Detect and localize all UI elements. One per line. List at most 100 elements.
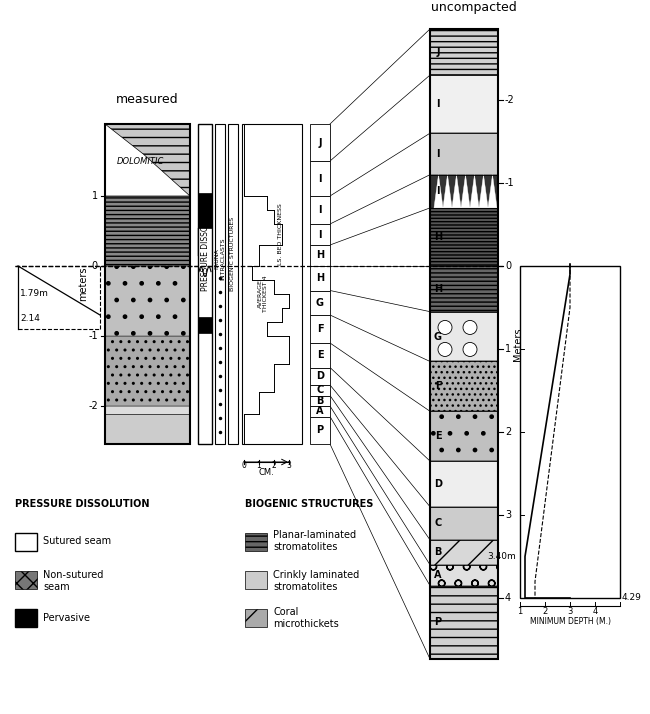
Text: B: B xyxy=(317,396,324,406)
Text: Planar-laminated
stromatolites: Planar-laminated stromatolites xyxy=(273,531,356,552)
Bar xyxy=(310,396,330,406)
Circle shape xyxy=(438,343,452,356)
Bar xyxy=(228,124,238,444)
Bar xyxy=(15,609,37,627)
Text: E: E xyxy=(317,351,323,361)
Text: E: E xyxy=(435,431,441,441)
Bar xyxy=(105,124,190,196)
Bar xyxy=(430,208,498,266)
Text: BIOGENIC STRUCTURES: BIOGENIC STRUCTURES xyxy=(231,217,235,291)
Text: J: J xyxy=(318,138,322,148)
Text: I: I xyxy=(436,186,440,196)
Text: A: A xyxy=(317,406,324,416)
Text: H: H xyxy=(316,251,324,261)
Bar xyxy=(105,266,190,336)
Bar xyxy=(430,29,498,75)
Text: I: I xyxy=(318,229,322,239)
Bar xyxy=(430,311,498,361)
Text: C: C xyxy=(317,386,324,396)
Polygon shape xyxy=(488,175,497,208)
Bar xyxy=(310,266,330,291)
Text: I: I xyxy=(318,174,322,183)
Bar xyxy=(310,124,330,161)
Bar xyxy=(310,416,330,444)
Bar xyxy=(15,533,37,551)
Text: D: D xyxy=(434,479,442,489)
Text: J: J xyxy=(436,47,440,57)
Text: F: F xyxy=(435,381,441,391)
Text: 3: 3 xyxy=(287,461,291,470)
Bar xyxy=(430,134,498,175)
Text: LS. BED THICKNESS: LS. BED THICKNESS xyxy=(278,203,283,265)
Polygon shape xyxy=(452,175,461,208)
Bar xyxy=(430,507,498,540)
Bar xyxy=(245,571,267,589)
Bar xyxy=(105,124,190,444)
Text: MINIMUM DEPTH (M.): MINIMUM DEPTH (M.) xyxy=(530,617,610,626)
Text: measured: measured xyxy=(116,93,179,106)
Bar xyxy=(430,540,498,565)
Text: meters: meters xyxy=(78,267,88,301)
Bar xyxy=(310,224,330,245)
Text: 1: 1 xyxy=(92,191,98,201)
Bar xyxy=(105,336,190,406)
Text: FAUNA
INTRACLASTS: FAUNA INTRACLASTS xyxy=(214,238,226,281)
Text: BIOGENIC STRUCTURES: BIOGENIC STRUCTURES xyxy=(245,499,373,509)
Text: A: A xyxy=(434,570,442,580)
Polygon shape xyxy=(443,175,452,208)
Text: B: B xyxy=(434,548,442,558)
Text: I: I xyxy=(436,149,440,159)
Text: 0: 0 xyxy=(505,261,511,271)
Text: 3: 3 xyxy=(567,607,573,616)
Text: 2: 2 xyxy=(272,461,276,470)
Text: F: F xyxy=(317,324,323,334)
Bar xyxy=(430,266,498,311)
Bar xyxy=(215,124,225,444)
Text: Crinkly laminated
stromatolites: Crinkly laminated stromatolites xyxy=(273,570,359,592)
Text: 0: 0 xyxy=(92,261,98,271)
Text: 3.40m: 3.40m xyxy=(488,552,516,561)
Text: 2: 2 xyxy=(505,427,512,437)
Bar xyxy=(310,291,330,315)
Text: -1: -1 xyxy=(88,331,98,341)
Bar xyxy=(430,29,498,659)
Text: 2.14: 2.14 xyxy=(20,314,40,323)
Polygon shape xyxy=(479,175,488,208)
Bar xyxy=(105,414,190,444)
Text: AVERAGE
THICKEST 4: AVERAGE THICKEST 4 xyxy=(257,276,268,312)
Bar xyxy=(242,124,302,444)
Bar xyxy=(245,609,267,627)
Polygon shape xyxy=(461,175,470,208)
Text: uncompacted: uncompacted xyxy=(431,1,517,14)
Circle shape xyxy=(463,343,477,356)
Bar xyxy=(310,196,330,224)
Bar xyxy=(198,228,212,256)
Bar xyxy=(198,193,212,228)
Bar xyxy=(430,361,498,411)
Bar xyxy=(310,406,330,416)
Text: D: D xyxy=(316,371,324,381)
Bar xyxy=(310,368,330,385)
Bar xyxy=(198,317,212,333)
Polygon shape xyxy=(434,175,443,208)
Text: 4: 4 xyxy=(592,607,597,616)
Text: -1: -1 xyxy=(505,178,515,188)
Text: G: G xyxy=(434,331,442,341)
Text: PRESSURE DISSOLUTION: PRESSURE DISSOLUTION xyxy=(15,499,150,509)
Text: 3: 3 xyxy=(505,510,511,520)
Bar xyxy=(310,245,330,266)
Bar xyxy=(430,565,498,585)
Text: 4: 4 xyxy=(505,593,511,603)
Text: CM.: CM. xyxy=(259,468,274,477)
Text: 1: 1 xyxy=(505,344,511,354)
Bar xyxy=(430,411,498,461)
Text: 1.79m: 1.79m xyxy=(20,289,49,298)
Bar xyxy=(310,315,330,343)
Bar xyxy=(198,124,212,444)
Bar xyxy=(520,266,620,598)
Text: H: H xyxy=(434,232,442,242)
Text: H: H xyxy=(434,284,442,294)
Text: PRESSURE DISSOLUTION: PRESSURE DISSOLUTION xyxy=(200,197,209,291)
Polygon shape xyxy=(470,175,479,208)
Bar xyxy=(430,175,498,208)
